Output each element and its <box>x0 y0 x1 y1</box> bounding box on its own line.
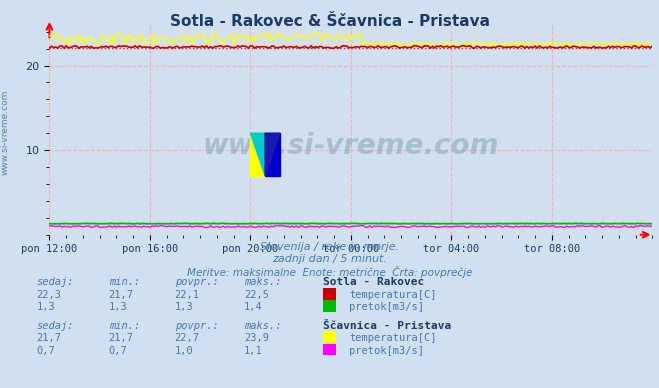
Text: 1,3: 1,3 <box>36 302 55 312</box>
Text: min.:: min.: <box>109 320 140 331</box>
Text: 21,7: 21,7 <box>36 333 61 343</box>
Text: 21,7: 21,7 <box>109 290 134 300</box>
Polygon shape <box>265 133 279 175</box>
Text: temperatura[C]: temperatura[C] <box>349 333 437 343</box>
Text: 1,0: 1,0 <box>175 346 193 356</box>
Text: 0,7: 0,7 <box>36 346 55 356</box>
Text: Meritve: maksimalne  Enote: metrične  Črta: povprečje: Meritve: maksimalne Enote: metrične Črta… <box>186 266 473 278</box>
Text: 21,7: 21,7 <box>109 333 134 343</box>
Text: Sotla - Rakovec & Ščavnica - Pristava: Sotla - Rakovec & Ščavnica - Pristava <box>169 14 490 29</box>
Text: povpr.:: povpr.: <box>175 277 218 287</box>
Text: sedaj:: sedaj: <box>36 277 74 287</box>
Text: www.si-vreme.com: www.si-vreme.com <box>203 132 499 160</box>
Text: 1,1: 1,1 <box>244 346 262 356</box>
Text: 1,3: 1,3 <box>175 302 193 312</box>
Text: 22,3: 22,3 <box>36 290 61 300</box>
Text: www.si-vreme.com: www.si-vreme.com <box>1 89 10 175</box>
Text: pretok[m3/s]: pretok[m3/s] <box>349 346 424 356</box>
Text: Sotla - Rakovec: Sotla - Rakovec <box>323 277 424 287</box>
Text: 22,5: 22,5 <box>244 290 269 300</box>
Polygon shape <box>250 133 265 175</box>
Text: 1,4: 1,4 <box>244 302 262 312</box>
Text: Ščavnica - Pristava: Ščavnica - Pristava <box>323 320 451 331</box>
Text: Slovenija / reke in morje.: Slovenija / reke in morje. <box>260 242 399 253</box>
FancyBboxPatch shape <box>265 133 279 175</box>
Text: temperatura[C]: temperatura[C] <box>349 290 437 300</box>
Text: sedaj:: sedaj: <box>36 320 74 331</box>
Text: zadnji dan / 5 minut.: zadnji dan / 5 minut. <box>272 254 387 264</box>
Text: 1,3: 1,3 <box>109 302 127 312</box>
Text: maks.:: maks.: <box>244 277 281 287</box>
Text: pretok[m3/s]: pretok[m3/s] <box>349 302 424 312</box>
Text: maks.:: maks.: <box>244 320 281 331</box>
Text: min.:: min.: <box>109 277 140 287</box>
Text: povpr.:: povpr.: <box>175 320 218 331</box>
Text: 22,7: 22,7 <box>175 333 200 343</box>
Text: 22,1: 22,1 <box>175 290 200 300</box>
Text: 0,7: 0,7 <box>109 346 127 356</box>
Text: 23,9: 23,9 <box>244 333 269 343</box>
FancyBboxPatch shape <box>250 133 265 175</box>
